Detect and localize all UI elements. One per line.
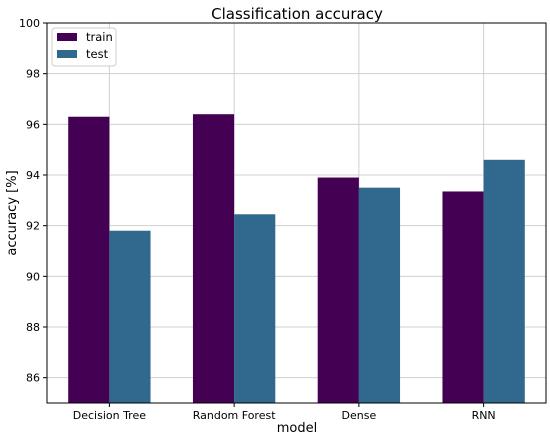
legend-swatch-train: [57, 33, 77, 41]
y-axis-ticks: 86 88 90 92 94 96 98 100: [19, 17, 47, 385]
bar-train-0: [68, 116, 110, 403]
bar-test-3: [483, 159, 525, 403]
y-tick-label: 100: [19, 17, 40, 30]
legend: train test: [51, 27, 117, 67]
y-tick-label: 88: [26, 321, 40, 334]
chart-title: Classification accuracy: [211, 5, 383, 23]
x-tick-label: Random Forest: [193, 409, 276, 422]
y-tick-label: 94: [26, 169, 40, 182]
legend-label-train: train: [86, 30, 113, 44]
y-tick-label: 96: [26, 118, 40, 131]
bar-test-0: [109, 230, 151, 403]
legend-label-test: test: [86, 47, 109, 61]
y-axis-label: accuracy [%]: [5, 170, 20, 255]
x-axis-ticks: Decision Tree Random Forest Dense RNN: [73, 403, 496, 422]
bar-train-3: [442, 191, 484, 403]
x-tick-label: RNN: [472, 409, 496, 422]
y-tick-label: 90: [26, 270, 40, 283]
plot-frame: [46, 22, 547, 404]
bar-test-2: [358, 187, 401, 403]
y-tick-label: 92: [26, 220, 40, 233]
x-axis-label: model: [277, 421, 317, 436]
bars: [68, 114, 525, 403]
y-tick-label: 86: [26, 372, 40, 385]
y-tick-label: 98: [26, 68, 40, 81]
bar-train-1: [192, 114, 235, 403]
legend-swatch-test: [57, 50, 77, 58]
bar-train-2: [317, 177, 359, 403]
x-tick-label: Decision Tree: [73, 409, 146, 422]
bar-test-1: [234, 214, 276, 403]
x-tick-label: Dense: [342, 409, 377, 422]
